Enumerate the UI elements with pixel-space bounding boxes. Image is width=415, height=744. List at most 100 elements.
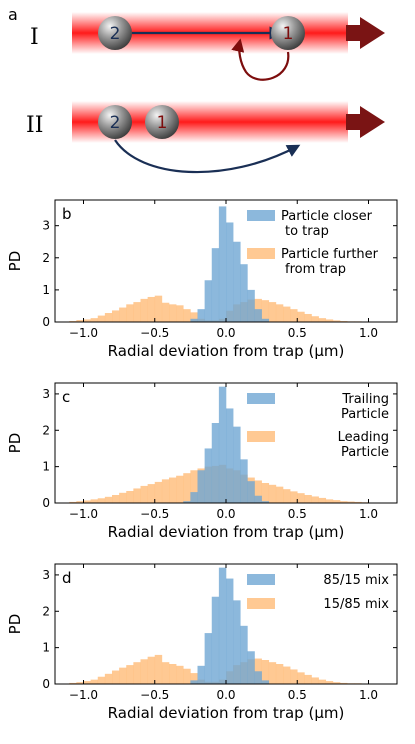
legend-label: from trap (285, 262, 346, 277)
hist-bar (69, 682, 77, 684)
legend-label: Particle closer (281, 209, 373, 224)
hist-bar (354, 501, 362, 503)
hist-bar (90, 679, 99, 684)
hist-bar (332, 500, 341, 503)
legend-swatch (247, 431, 275, 442)
hist-bar (304, 674, 312, 684)
legend-swatch (247, 393, 275, 404)
hist-bar (254, 309, 262, 322)
legend-label: 85/15 mix (323, 573, 389, 588)
hist-bar (226, 408, 234, 503)
hist-bar (247, 289, 255, 322)
y-axis-label: PD (6, 433, 24, 454)
hist-bar (340, 682, 348, 684)
hist-bar (204, 633, 213, 684)
hist-bar (283, 306, 291, 322)
hist-bar (311, 316, 319, 322)
hist-bar (297, 311, 305, 322)
hist-bar (261, 483, 270, 503)
x-tick-label: 0.5 (288, 507, 307, 521)
hist-bar (275, 304, 284, 322)
y-tick-label: 3 (42, 387, 50, 401)
series-b-1 (190, 206, 270, 322)
hist-bar (161, 302, 170, 322)
hist-bar (112, 495, 120, 503)
y-tick-label: 3 (42, 219, 50, 233)
hist-bar (204, 280, 213, 322)
legend-swatch (247, 248, 275, 259)
hist-bar (190, 318, 198, 322)
x-tick-label: 1.0 (359, 688, 378, 702)
hist-bar (304, 495, 312, 503)
hist-bar (97, 676, 106, 684)
hist-bar (325, 499, 334, 503)
row-2-roman-label: II (26, 113, 43, 138)
row-1-particle-front-number: 1 (283, 24, 294, 44)
x-axis-label: Radial deviation from trap (μm) (108, 523, 345, 541)
hist-bar (304, 313, 312, 322)
hist-bar (290, 669, 298, 684)
x-tick-label: −1.0 (69, 688, 98, 702)
x-tick-label: 0.5 (288, 326, 307, 340)
hist-bar (240, 625, 248, 684)
hist-bar (261, 501, 270, 503)
hist-bar (183, 309, 191, 322)
y-tick-label: 0 (42, 677, 50, 691)
row-1-particle-back (98, 16, 132, 50)
hist-bar (104, 496, 113, 503)
y-tick-label: 3 (42, 568, 50, 582)
row-2-particle-back-number: 2 (110, 113, 121, 133)
legend-label: Particle (341, 407, 389, 422)
hist-bar (226, 222, 234, 322)
x-tick-label: −1.0 (69, 507, 98, 521)
hist-bar (211, 423, 220, 503)
hist-bar (218, 206, 227, 322)
row-2-particle-back (98, 105, 132, 139)
hist-bar (268, 662, 277, 684)
hist-bar (190, 470, 198, 503)
y-tick-label: 0 (42, 315, 50, 329)
histogram-panel-b: −1.0 −0.5 0.0 0.5 1.0 0 1 2 3b Radial deviation f… (6, 199, 398, 360)
x-tick-label: 0.5 (288, 688, 307, 702)
histogram-panel-c: −1.0 −0.5 0.0 0.5 1.0 0 1 2 3 c Radial deviation f… (6, 382, 398, 541)
y-tick-label: 1 (42, 283, 50, 297)
x-tick-label: −0.5 (140, 688, 169, 702)
hist-bar (197, 665, 205, 684)
hist-bar (190, 312, 198, 322)
hist-bar (261, 660, 270, 684)
series-c-1 (183, 386, 270, 503)
hist-bar (154, 654, 163, 684)
row-1-roman-label: I (30, 25, 39, 50)
hist-bar (147, 484, 156, 503)
x-tick-label: 1.0 (359, 326, 378, 340)
hist-bar (169, 304, 177, 322)
hist-bar (97, 315, 106, 322)
histogram-panel-d: −1.0 −0.5 0.0 0.5 1.0 0 1 2 3 d Radial deviation f… (6, 563, 398, 722)
hist-bar (169, 664, 177, 684)
hist-bar (311, 496, 319, 503)
hist-bar (83, 681, 91, 684)
hist-bar (247, 481, 255, 503)
hist-bar (218, 567, 227, 684)
hist-bar (119, 667, 127, 684)
hist-bar (226, 578, 234, 684)
hist-bar (261, 680, 270, 684)
hist-bar (297, 672, 305, 684)
legend-label: to trap (285, 224, 329, 239)
hist-bar (275, 664, 284, 684)
row-1-particle-front (271, 16, 305, 50)
hist-bar (325, 319, 334, 322)
hist-bar (290, 309, 298, 322)
x-tick-label: −0.5 (140, 326, 169, 340)
hist-bar (161, 662, 170, 684)
hist-bar (218, 386, 227, 503)
hist-bar (190, 673, 198, 684)
hist-bar (133, 662, 141, 684)
row-2-jump-arrow (114, 139, 301, 174)
hist-bar (297, 493, 305, 503)
hist-bar (97, 498, 106, 503)
hist-bar (119, 492, 127, 503)
hist-bar (140, 298, 148, 322)
hist-bar (211, 248, 220, 322)
hist-bar (332, 682, 341, 684)
